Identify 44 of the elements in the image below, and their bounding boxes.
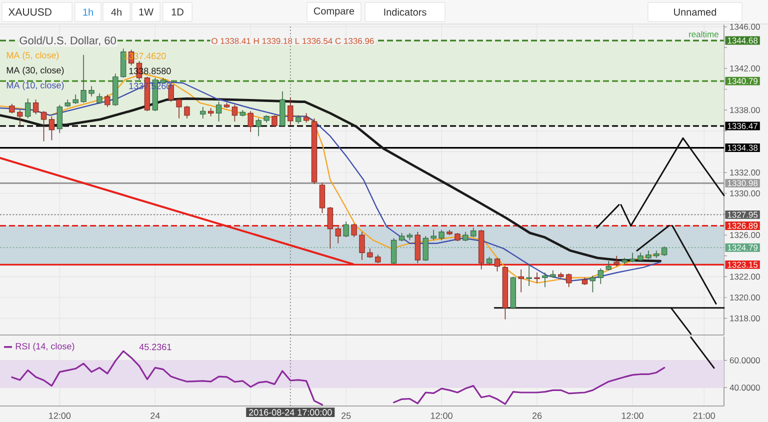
x-tick-label: 24 bbox=[150, 412, 160, 419]
annotation: realtime bbox=[689, 31, 718, 38]
text: 1h bbox=[83, 8, 93, 16]
y-tick-label: 1322.00 bbox=[730, 274, 760, 280]
x-tick-label: 26 bbox=[532, 412, 542, 419]
ref-line-label: 1334.38 bbox=[728, 144, 758, 151]
annotation: 45.2361 bbox=[139, 344, 172, 350]
y-tick-label: 1318.00 bbox=[730, 315, 760, 322]
y-tick-label: 1332.00 bbox=[730, 170, 760, 176]
text: Compare bbox=[314, 7, 354, 17]
x-tick-label: 12:00 bbox=[430, 412, 452, 419]
text: Indicators bbox=[384, 8, 426, 16]
y-tick-label: 40.0000 bbox=[730, 384, 760, 391]
y-tick-label: 1342.00 bbox=[730, 65, 760, 72]
ref-line-label: 1330.98 bbox=[728, 180, 758, 186]
x-tick-label: 25 bbox=[342, 412, 351, 419]
text: 1D bbox=[172, 8, 184, 16]
y-tick-label: 1326.00 bbox=[730, 232, 760, 238]
ref-line-label: 2016-08-24 17:00:00 bbox=[249, 409, 332, 416]
ref-line-label: 1344.68 bbox=[728, 38, 758, 44]
text: MA (30, close) bbox=[6, 66, 64, 76]
x-tick-label: 12:00 bbox=[622, 412, 644, 419]
text: 4h bbox=[111, 8, 122, 16]
ref-line-label: 1323.15 bbox=[728, 262, 758, 268]
y-tick-label: 1346.00 bbox=[730, 24, 760, 30]
y-tick-label: 1338.00 bbox=[730, 107, 760, 114]
x-tick-label: 12:00 bbox=[49, 412, 71, 419]
text: Gold/U.S. Dollar, 60 bbox=[20, 36, 116, 46]
text: 1W bbox=[139, 8, 154, 16]
ref-line-label: 1340.79 bbox=[728, 78, 758, 84]
text: Unnamed bbox=[674, 8, 716, 16]
ref-line-label: 1326.89 bbox=[728, 222, 758, 229]
ref-line-label: 1336.47 bbox=[728, 123, 758, 130]
text: MA (5, close) bbox=[6, 52, 59, 60]
ref-line-label: 1324.79 bbox=[728, 244, 758, 251]
text: MA (10, close) bbox=[6, 82, 64, 90]
y-tick-label: 60.0000 bbox=[730, 357, 760, 364]
text: O 1338.41 H 1339.18 L 1336.54 C 1336.96 bbox=[212, 38, 374, 44]
x-tick-label: 21:00 bbox=[693, 412, 716, 419]
text: XAUUSD bbox=[8, 8, 52, 16]
y-tick-label: 1330.00 bbox=[730, 190, 760, 196]
legend-label: RSI (14, close) bbox=[16, 342, 74, 352]
ref-line-label: 1327.95 bbox=[728, 212, 758, 218]
y-tick-label: 1320.00 bbox=[730, 294, 760, 301]
